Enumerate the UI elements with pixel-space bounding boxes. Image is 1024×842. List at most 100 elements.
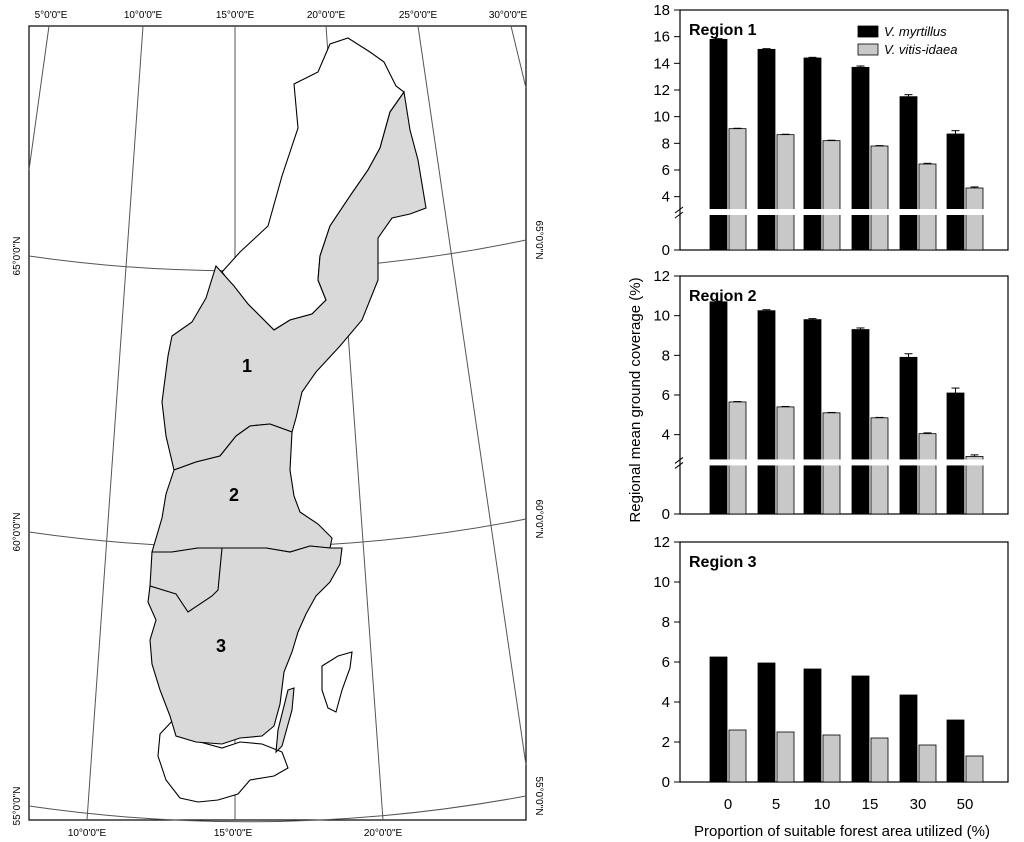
bar-vitis-idaea-0 (728, 401, 747, 515)
axis-break-band (681, 209, 1007, 215)
bar-myrtillus-30 (899, 96, 918, 251)
y-tick-label: 2 (662, 734, 670, 751)
y-tick-label: 12 (653, 268, 670, 285)
lat-label-right-65n: 65°0'0"N (533, 221, 544, 260)
x-tick-label-0: 0 (724, 796, 732, 813)
lon-label-top-30e: 30°0'0"E (489, 10, 528, 21)
x-tick-label-5: 5 (772, 796, 780, 813)
bar-myrtillus-0 (709, 38, 728, 251)
chart-panel-2: 0 4 6 8 10 12 Region 2 (653, 268, 1009, 523)
region-label-1: 1 (242, 356, 252, 376)
lon-label-bottom-15e: 15°0'0"E (214, 828, 253, 839)
bar-myrtillus-50 (946, 133, 965, 251)
axis-break-mark (674, 462, 684, 469)
bar-vitis-idaea-0 (728, 128, 747, 251)
lat-label-right-55n: 55°0'0"N (533, 777, 544, 816)
y-tick-label: 0 (662, 774, 670, 791)
bar-myrtillus-10 (803, 57, 822, 251)
panel-title-region-3: Region 3 (689, 554, 757, 571)
y-tick-label: 12 (653, 534, 670, 551)
y-tick-label: 14 (653, 55, 670, 72)
y-tick-label: 6 (662, 654, 670, 671)
lon-label-top-5e: 5°0'0"E (35, 10, 68, 21)
region-1-area (161, 90, 427, 471)
bar-vitis-idaea-50 (965, 187, 984, 251)
oland-area (275, 687, 295, 754)
chart-panel-1: 0 4 6 8 10 12 14 16 18 Region 1 V. myrtillus V. vit… (653, 2, 1009, 259)
y-axis-title: Regional mean ground coverage (%) (627, 277, 644, 522)
y-tick-label: 10 (653, 308, 670, 325)
y-tick-label: 18 (653, 2, 670, 19)
y-tick-label: 4 (662, 427, 670, 444)
lon-label-bottom-10e: 10°0'0"E (68, 828, 107, 839)
graticule-meridians (28, 25, 527, 821)
bar-vitis-idaea-0 (728, 729, 747, 783)
y-tick-label: 10 (653, 109, 670, 126)
y-tick-label: 0 (662, 242, 670, 259)
lon-label-top-15e: 15°0'0"E (216, 10, 255, 21)
axis-break-mark (674, 211, 684, 219)
axis-break-mark (674, 457, 684, 464)
y-tick-label: 8 (662, 347, 670, 364)
x-tick-label-15: 15 (862, 796, 879, 813)
legend-label-myrtillus: V. myrtillus (884, 24, 947, 39)
x-tick-label-50: 50 (957, 796, 974, 813)
shaded-regions (147, 90, 427, 754)
x-tick-label-30: 30 (910, 796, 927, 813)
bar-myrtillus-15 (851, 329, 870, 515)
y-tick-label: 16 (653, 29, 670, 46)
legend-swatch-myrtillus (857, 25, 879, 38)
lat-label-left-55n: 55°0'0"N (12, 787, 23, 826)
bar-myrtillus-15 (851, 66, 870, 251)
bar-myrtillus-15 (851, 675, 870, 783)
panel-title-region-2: Region 2 (689, 288, 757, 305)
lat-label-left-60n: 60°0'0"N (12, 513, 23, 552)
legend-swatch-vitis-idaea (857, 43, 879, 56)
bar-vitis-idaea-30 (918, 433, 937, 515)
bar-vitis-idaea-10 (822, 734, 841, 783)
y-tick-label: 4 (662, 189, 670, 206)
x-axis-title: Proportion of suitable forest area utili… (694, 823, 990, 840)
bar-myrtillus-30 (899, 694, 918, 783)
y-tick-label: 10 (653, 574, 670, 591)
bar-vitis-idaea-10 (822, 140, 841, 251)
bar-myrtillus-5 (757, 48, 776, 251)
lat-label-right-60n: 60°0'0"N (533, 500, 544, 539)
x-tick-label-10: 10 (814, 796, 831, 813)
bar-myrtillus-5 (757, 310, 776, 515)
bar-vitis-idaea-5 (776, 731, 795, 783)
panel-title-region-1: Region 1 (689, 22, 757, 39)
bar-myrtillus-0 (709, 656, 728, 783)
bar-vitis-idaea-15 (870, 737, 889, 783)
bar-vitis-idaea-30 (918, 744, 937, 783)
region-label-2: 2 (229, 485, 239, 505)
y-tick-label: 0 (662, 506, 670, 523)
y-tick-label: 6 (662, 162, 670, 179)
legend-label-vitis-idaea: V. vitis-idaea (884, 42, 957, 57)
lon-label-top-25e: 25°0'0"E (399, 10, 438, 21)
y-tick-label: 6 (662, 387, 670, 404)
region-label-3: 3 (216, 636, 226, 656)
bar-myrtillus-30 (899, 356, 918, 515)
y-tick-label: 12 (653, 82, 670, 99)
bar-vitis-idaea-5 (776, 134, 795, 251)
chart-panel-3: 0 2 4 6 8 10 12 Region 3 0 5 10 15 30 50 (653, 534, 1009, 813)
axis-break-mark (674, 206, 684, 214)
bar-vitis-idaea-15 (870, 417, 889, 515)
lon-label-bottom-20e: 20°0'0"E (364, 828, 403, 839)
y-tick-label: 8 (662, 614, 670, 631)
bar-myrtillus-5 (757, 662, 776, 783)
y-tick-label: 8 (662, 135, 670, 152)
axis-break-band (681, 459, 1007, 466)
lon-label-top-10e: 10°0'0"E (124, 10, 163, 21)
bar-myrtillus-10 (803, 319, 822, 515)
bar-vitis-idaea-30 (918, 163, 937, 251)
lon-label-top-20e: 20°0'0"E (307, 10, 346, 21)
bar-myrtillus-0 (709, 301, 728, 515)
bar-vitis-idaea-15 (870, 145, 889, 251)
bar-myrtillus-50 (946, 392, 965, 515)
region-3-area (147, 545, 343, 745)
bar-myrtillus-50 (946, 719, 965, 783)
